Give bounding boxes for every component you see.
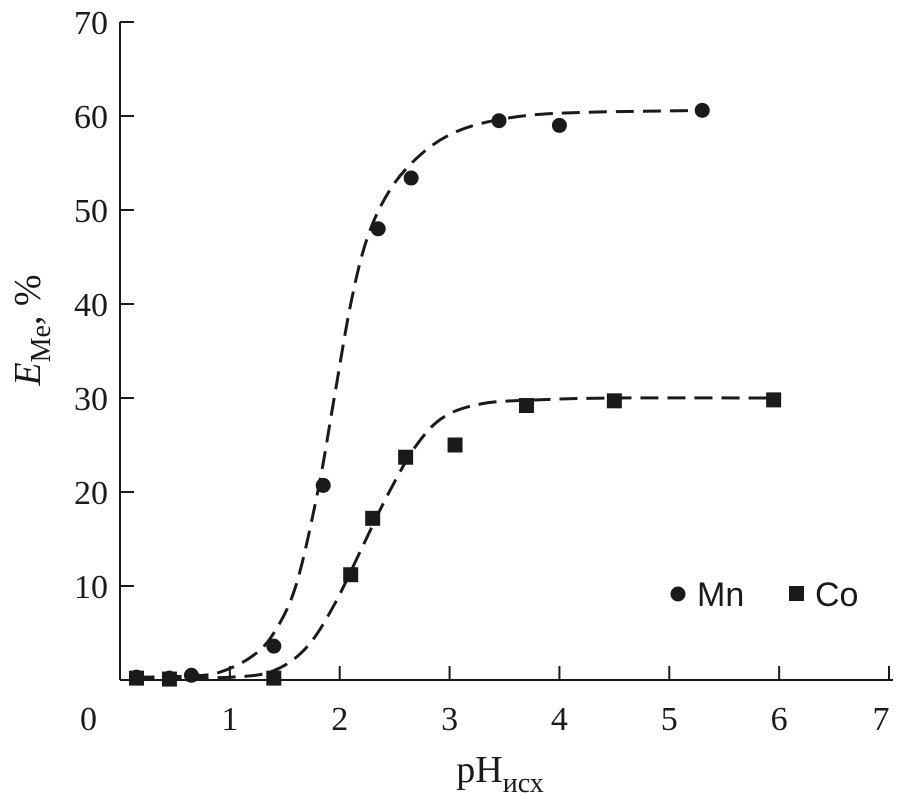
y-ticks: 10 20 30 40 50 60 70 bbox=[74, 5, 134, 606]
y-tick-label: 60 bbox=[74, 99, 108, 136]
axes bbox=[119, 22, 893, 681]
legend-marker-mn bbox=[670, 586, 686, 602]
fit-curve-mn bbox=[136, 108, 703, 679]
data-point-mn bbox=[266, 638, 282, 654]
legend-label-co: Co bbox=[815, 576, 858, 614]
y-tick-label: 10 bbox=[74, 569, 108, 606]
x-tick-label: 7 bbox=[873, 701, 890, 738]
data-point-co bbox=[606, 393, 622, 409]
data-point-co bbox=[161, 671, 177, 687]
y-tick-label: 50 bbox=[74, 193, 108, 230]
data-point-co bbox=[365, 510, 381, 526]
data-point-mn bbox=[403, 170, 419, 186]
data-point-mn bbox=[183, 667, 199, 683]
y-tick-label: 70 bbox=[74, 5, 108, 42]
data-point-mn bbox=[551, 117, 567, 133]
data-point-co bbox=[518, 398, 534, 414]
x-axis-title: pHисх bbox=[456, 749, 544, 795]
legend-marker-co bbox=[789, 586, 804, 601]
legend: Mn Co bbox=[670, 576, 858, 614]
data-point-co bbox=[343, 567, 359, 583]
x-tick-label: 0 bbox=[80, 701, 97, 738]
x-tick-label: 5 bbox=[661, 701, 678, 738]
data-point-mn bbox=[491, 113, 507, 129]
x-tick-label: 3 bbox=[441, 701, 458, 738]
data-point-co bbox=[266, 670, 282, 686]
y-tick-label: 20 bbox=[74, 475, 108, 512]
data-point-co bbox=[128, 670, 144, 686]
fit-curve-co bbox=[136, 396, 774, 680]
x-tick-label: 4 bbox=[551, 701, 568, 738]
data-point-mn bbox=[315, 477, 331, 493]
x-tick-label: 2 bbox=[331, 701, 348, 738]
data-point-co bbox=[447, 437, 463, 453]
data-point-mn bbox=[370, 221, 386, 237]
data-markers bbox=[128, 102, 782, 687]
y-tick-label: 30 bbox=[74, 381, 108, 418]
legend-label-mn: Mn bbox=[697, 576, 744, 614]
x-ticks: 0 1 2 3 4 5 6 7 bbox=[80, 666, 890, 738]
data-point-mn bbox=[694, 102, 710, 118]
x-tick-label: 6 bbox=[771, 701, 788, 738]
x-tick-label: 1 bbox=[221, 701, 238, 738]
data-point-co bbox=[766, 392, 782, 408]
y-axis-title: EMe, % bbox=[7, 274, 57, 386]
fit-curves bbox=[136, 108, 774, 680]
y-tick-label: 40 bbox=[74, 287, 108, 324]
data-point-co bbox=[398, 449, 414, 465]
